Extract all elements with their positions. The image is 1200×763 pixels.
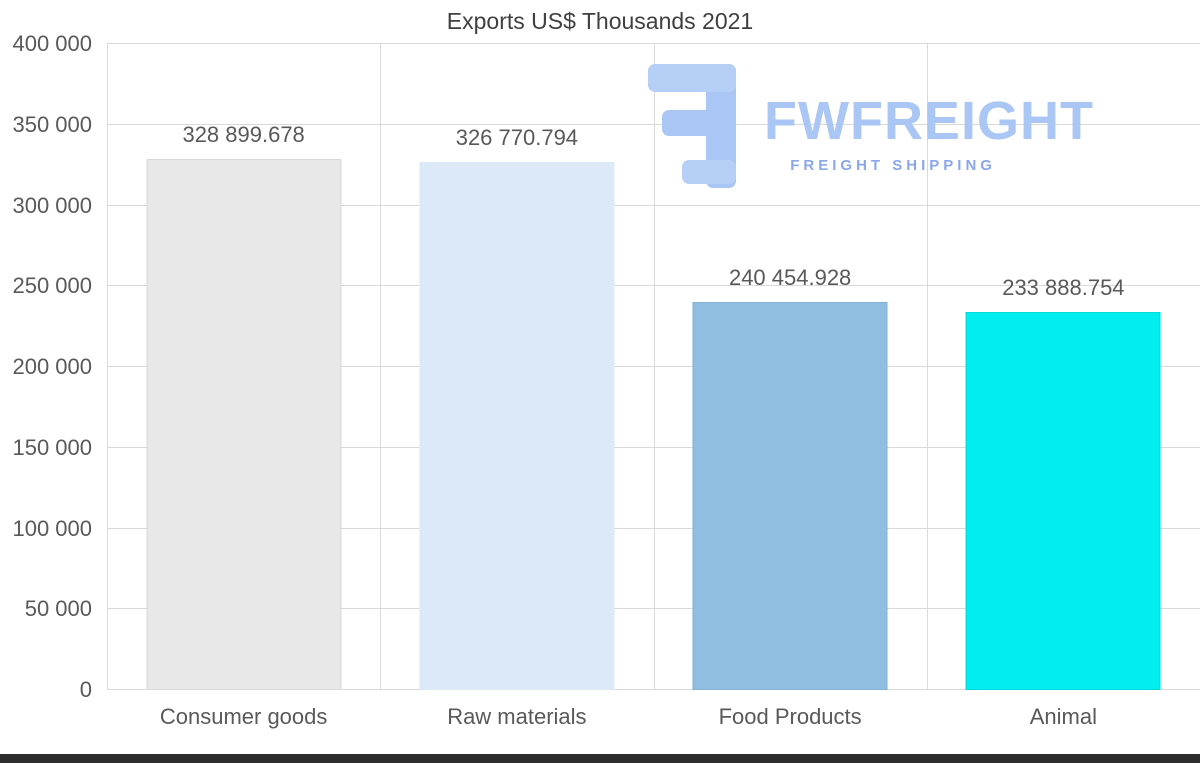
y-tick-label: 100 000 bbox=[12, 515, 92, 541]
bar-value-label: 233 888.754 bbox=[1002, 275, 1125, 301]
y-tick-label: 150 000 bbox=[12, 434, 92, 460]
gridline-vertical bbox=[926, 44, 928, 690]
x-tick-label: Animal bbox=[1029, 704, 1097, 729]
y-tick-label: 250 000 bbox=[12, 273, 92, 299]
bar-animal[interactable] bbox=[965, 312, 1161, 690]
x-tick-label: Consumer goods bbox=[159, 704, 328, 729]
y-tick-label: 300 000 bbox=[12, 192, 92, 218]
category-band-raw-materials: 326 770.794 bbox=[380, 44, 653, 690]
y-tick-label: 50 000 bbox=[24, 596, 92, 622]
x-tick-label: Food Products bbox=[718, 704, 862, 729]
chart-title: Exports US$ Thousands 2021 bbox=[446, 8, 754, 34]
gridline-horizontal bbox=[107, 43, 1200, 44]
gridline-vertical bbox=[380, 44, 382, 690]
plot-area: 328 899.678 326 770.794 240 454.928 233 888… bbox=[107, 43, 1200, 690]
bar-food-products[interactable] bbox=[692, 301, 888, 690]
bar-raw-materials[interactable] bbox=[419, 162, 615, 690]
gridline-vertical bbox=[107, 44, 108, 690]
category-band-consumer-goods: 328 899.678 bbox=[107, 44, 380, 690]
bar-consumer-goods[interactable] bbox=[146, 158, 342, 690]
y-tick-label: 400 000 bbox=[12, 31, 92, 56]
y-tick-label: 350 000 bbox=[12, 111, 92, 137]
bar-value-label: 240 454.928 bbox=[728, 264, 852, 290]
bar-value-label: 328 899.678 bbox=[182, 121, 305, 147]
category-band-food-products: 240 454.928 bbox=[654, 44, 927, 690]
x-axis: Consumer goods Raw materials Food Products… bbox=[107, 704, 1200, 738]
y-axis: 0 50 000 100 000 150 000 200 000 250 000 300 0… bbox=[0, 31, 98, 702]
y-tick-label: 200 000 bbox=[12, 354, 92, 379]
bottom-bar bbox=[0, 754, 1200, 763]
y-tick-label: 0 bbox=[79, 677, 92, 702]
bar-value-label: 326 770.794 bbox=[455, 125, 579, 151]
gridline-vertical bbox=[653, 44, 655, 690]
category-band-animal: 233 888.754 bbox=[927, 44, 1200, 690]
x-tick-label: Raw materials bbox=[447, 704, 587, 729]
